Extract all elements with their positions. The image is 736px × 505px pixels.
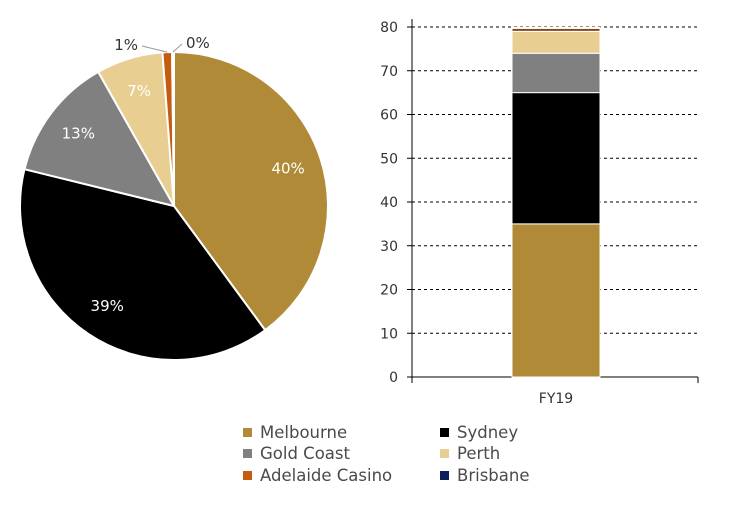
pie-slice-gold-coast [23, 70, 177, 208]
pie-label-perth: 7% [127, 82, 151, 100]
legend-label: Brisbane [457, 465, 530, 485]
pie-label-gold-coast: 13% [62, 124, 95, 142]
pie-leader-line-adelaide-casino [141, 45, 168, 53]
legend-swatch-melbourne [243, 427, 252, 437]
pie-chart: 40% 39% 13% 7% 1% 0% [19, 34, 329, 361]
bar-segment-sydney [511, 92, 601, 225]
bar-segment-melbourne [511, 223, 601, 378]
y-tick-label: 60 [380, 108, 398, 124]
legend-swatch-brisbane [440, 470, 449, 480]
y-tick-label: 20 [380, 283, 398, 299]
legend-swatch-gold-coast [243, 448, 252, 458]
pie-label-adelaide-casino: 1% [114, 36, 138, 54]
legend-label: Melbourne [260, 422, 348, 442]
legend-item-perth: Perth [440, 443, 500, 463]
legend-label: Perth [457, 443, 501, 463]
legend-label: Adelaide Casino [260, 465, 393, 485]
pie-label-brisbane: 0% [186, 34, 210, 52]
legend-item-brisbane: Brisbane [440, 465, 529, 485]
y-tick-label: 40 [380, 195, 398, 211]
legend-swatch-perth [440, 448, 449, 458]
legend-item-melbourne: Melbourne [243, 422, 347, 442]
y-tick-label: 30 [380, 239, 398, 255]
pie-slice-sydney [19, 167, 267, 361]
y-tick-label: 10 [380, 326, 398, 342]
legend-item-adelaide-casino: Adelaide Casino [243, 465, 392, 485]
y-tick-label: 80 [380, 20, 398, 36]
bar-segment-brisbane [511, 26, 601, 29]
pie-leader-line-brisbane [172, 43, 183, 53]
bar-segment-perth [511, 30, 601, 54]
legend-label: Sydney [457, 422, 519, 442]
legend-swatch-adelaide-casino [243, 470, 252, 480]
pie-label-melbourne: 40% [271, 160, 304, 178]
pie-slice-melbourne [173, 50, 329, 332]
legend-item-sydney: Sydney [440, 422, 518, 442]
y-tick-label: 70 [380, 64, 398, 80]
x-category-label: FY19 [539, 391, 573, 407]
legend-label: Gold Coast [260, 443, 350, 463]
legend-item-gold-coast: Gold Coast [243, 443, 350, 463]
y-tick-label: 0 [389, 370, 398, 386]
stacked-bar-chart: 0 10 20 30 40 50 60 70 80 FY19 [380, 19, 699, 407]
pie-label-sydney: 39% [91, 297, 124, 315]
y-tick-label: 50 [380, 151, 398, 167]
bar-segment-gold-coast [511, 52, 601, 94]
legend-swatch-sydney [440, 427, 449, 437]
